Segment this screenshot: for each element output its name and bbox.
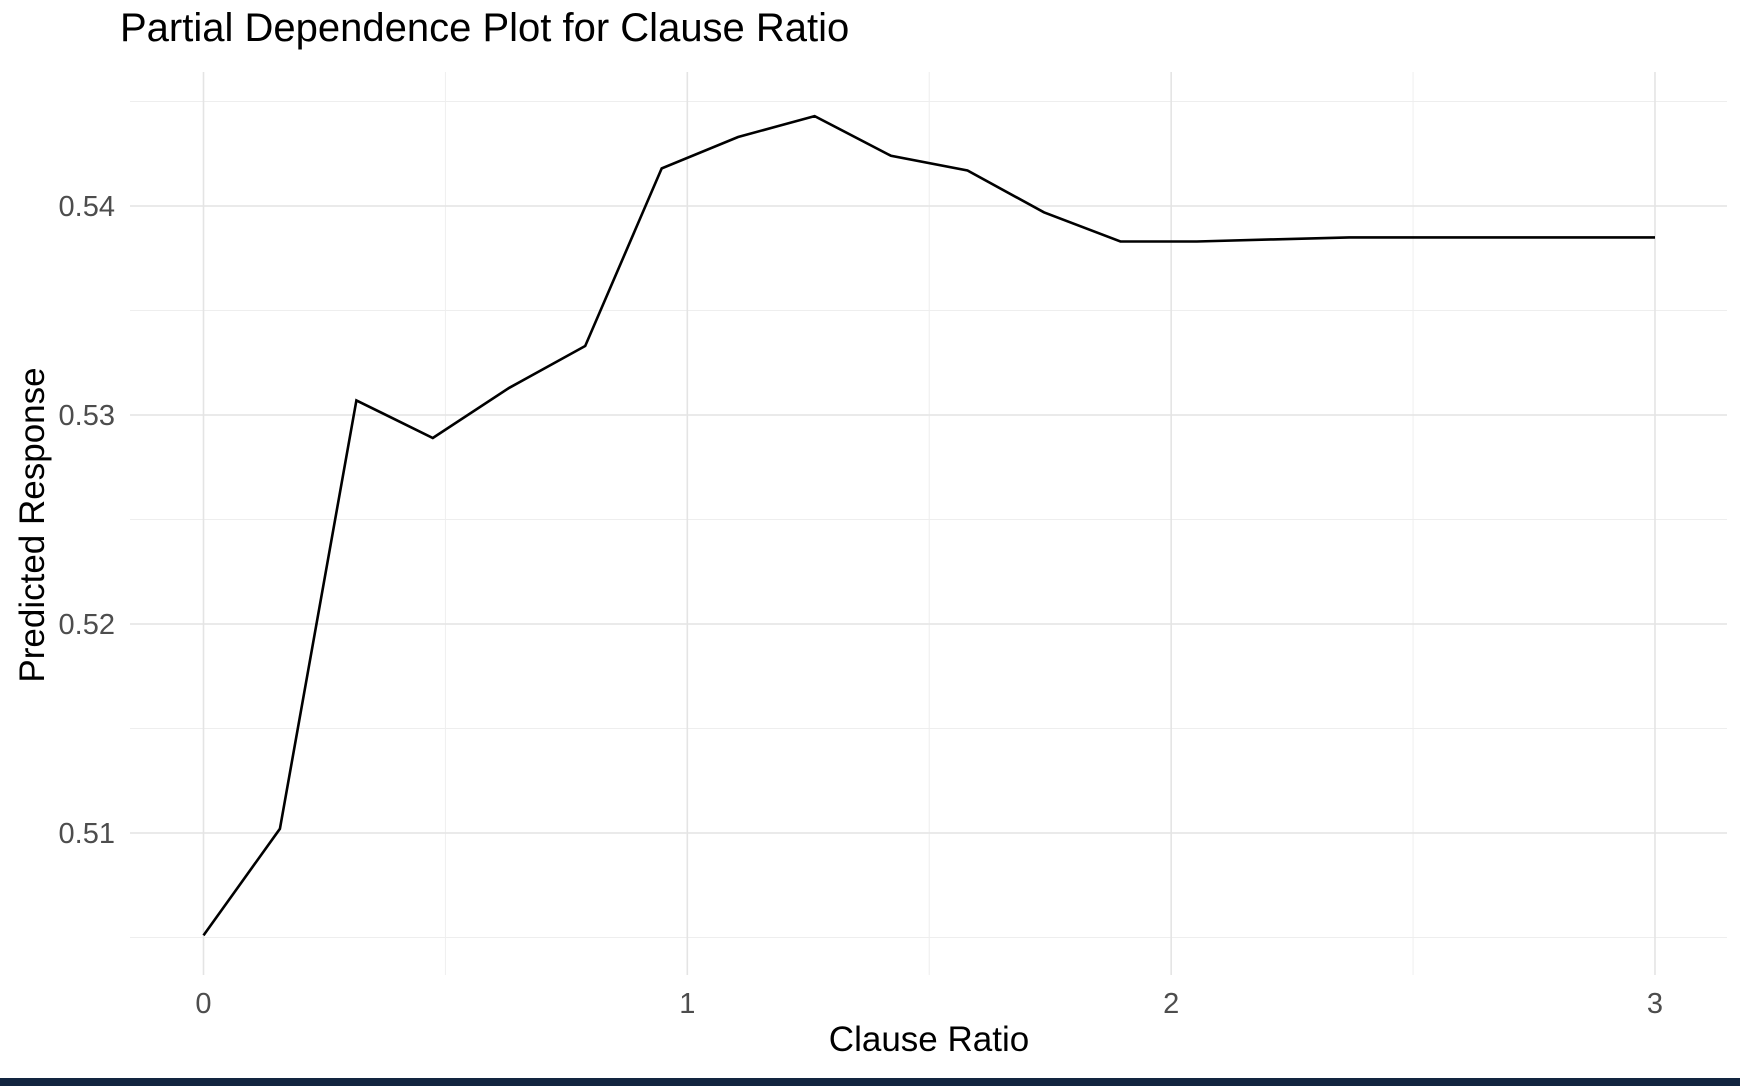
x-tick-label: 2 [1163,988,1179,1020]
x-tick-label: 0 [195,988,211,1020]
bottom-bar [0,1078,1740,1086]
x-axis-title: Clause Ratio [828,1020,1030,1059]
x-tick-label: 1 [679,988,695,1020]
pdp-line [202,114,1655,937]
y-tick-label: 0.51 [59,818,115,850]
y-tick-label: 0.54 [59,191,115,223]
x-tick-label: 3 [1647,988,1663,1020]
y-tick-label: 0.52 [59,609,115,641]
y-tick-label: 0.53 [59,400,115,432]
chart-title: Partial Dependence Plot for Clause Ratio [120,6,850,50]
